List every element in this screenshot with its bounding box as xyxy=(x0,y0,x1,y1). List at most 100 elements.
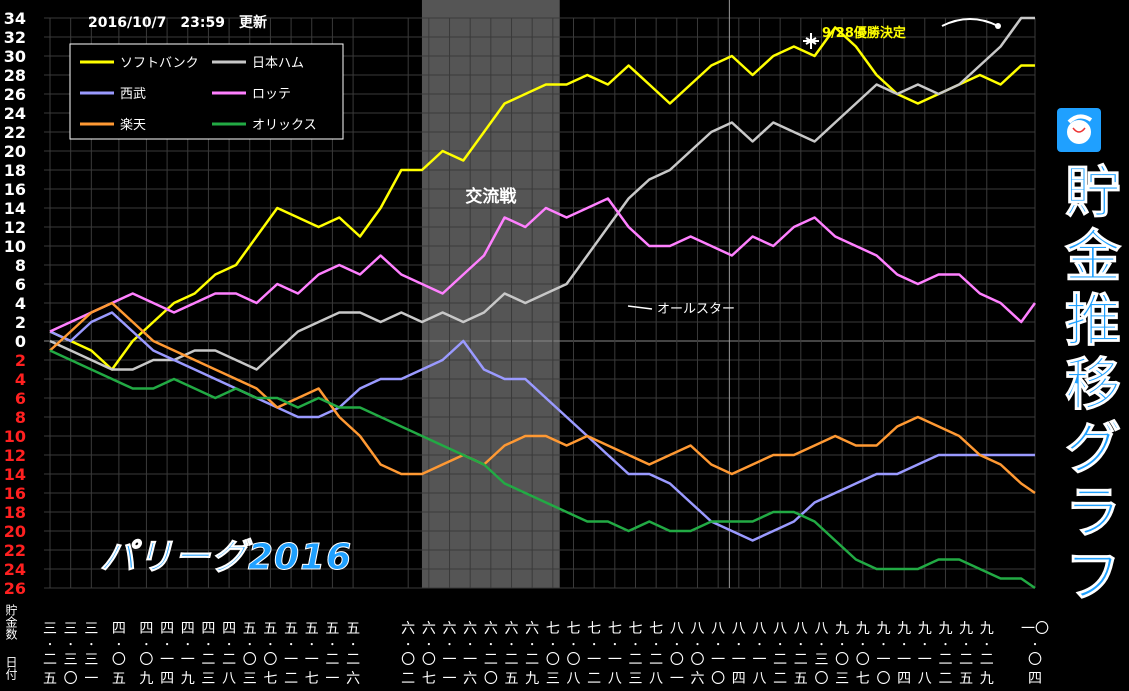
x-tick-label: 四・二八 xyxy=(222,621,236,687)
x-axis-title-text: 日付 xyxy=(4,656,18,680)
x-tick-part: 八 xyxy=(566,671,580,687)
x-tick-part: 九 xyxy=(181,671,195,687)
x-tick-label: 七・二八 xyxy=(649,621,663,687)
x-tick-label: 八・一八 xyxy=(752,621,766,687)
x-tick-label: 六・二五 xyxy=(505,621,519,687)
series-line-6 xyxy=(49,349,1036,590)
x-tick-label: 九・一〇 xyxy=(876,621,890,687)
x-tick-label: 七・一八 xyxy=(608,621,622,687)
y-tick-label: 14 xyxy=(4,465,26,484)
x-tick-part: ・ xyxy=(713,640,723,651)
x-tick-part: ・ xyxy=(307,640,317,651)
x-tick-part: 四 xyxy=(160,621,174,637)
x-tick-part: ・ xyxy=(114,640,124,651)
x-tick-part: 七 xyxy=(422,671,436,687)
y-tick-label: 14 xyxy=(4,199,26,218)
x-tick-part: 二 xyxy=(587,671,601,687)
x-tick-label: 八・〇一 xyxy=(670,621,684,687)
x-tick-part: 八 xyxy=(752,671,766,687)
x-tick-part: 九 xyxy=(938,621,952,637)
x-tick-label: 五・〇七 xyxy=(263,621,277,687)
x-tick-part: 八 xyxy=(222,671,236,687)
x-tick-label: 四・一四 xyxy=(160,621,174,687)
x-tick-part: 九 xyxy=(980,621,994,637)
x-tick-part: ・ xyxy=(162,640,172,651)
x-tick-part: ・ xyxy=(920,640,930,651)
legend-label: 楽天 xyxy=(120,117,146,133)
x-tick-part: 六 xyxy=(443,621,457,637)
x-tick-part: 五 xyxy=(284,621,298,637)
x-tick-part: 〇 xyxy=(566,652,580,668)
y-tick-label: 26 xyxy=(4,579,26,598)
x-tick-label: 五・一七 xyxy=(305,621,319,687)
y-tick-label: 12 xyxy=(4,218,26,237)
x-tick-part: 四 xyxy=(201,621,215,637)
y-tick-label: 4 xyxy=(15,294,26,313)
x-tick-part: 三 xyxy=(835,671,849,687)
y-tick-label: 0 xyxy=(15,332,26,351)
x-tick-part: ・ xyxy=(899,640,909,651)
clinch-arrow xyxy=(941,18,999,27)
x-tick-part: ・ xyxy=(203,640,213,651)
x-tick-part: 三 xyxy=(84,652,98,668)
x-tick-part: ・ xyxy=(141,640,151,651)
x-tick-part: 七 xyxy=(587,621,601,637)
x-tick-part: ・ xyxy=(465,640,475,651)
y-tick-label: 2 xyxy=(15,313,26,332)
x-tick-part: 九 xyxy=(980,671,994,687)
x-tick-label: 九・二九 xyxy=(980,621,994,687)
x-tick-part: ・ xyxy=(610,640,620,651)
y-axis-title: 貯金数 xyxy=(2,604,20,643)
x-tick-label: 七・二三 xyxy=(628,621,642,687)
x-tick-part: 一 xyxy=(608,652,622,668)
x-tick-part: 九 xyxy=(139,671,153,687)
x-tick-part: 二 xyxy=(980,652,994,668)
x-tick-part: 五 xyxy=(959,671,973,687)
x-tick-part: ・ xyxy=(348,640,358,651)
series-line-1 xyxy=(49,26,1035,371)
x-tick-part: 〇 xyxy=(814,671,828,687)
x-tick-part: 一 xyxy=(181,652,195,668)
x-tick-part: 五 xyxy=(794,671,808,687)
x-tick-label: 九・一四 xyxy=(897,621,911,687)
x-tick-label: 六・二九 xyxy=(525,621,539,687)
x-tick-part: 一 xyxy=(443,671,457,687)
x-tick-label: 六・一一 xyxy=(443,621,457,687)
sparkle-icon xyxy=(803,33,819,49)
x-tick-label: 五・一二 xyxy=(284,621,298,687)
x-tick-part: 五 xyxy=(505,671,519,687)
x-tick-part: 〇 xyxy=(546,652,560,668)
x-tick-part: ・ xyxy=(568,640,578,651)
x-tick-label: 三・三一 xyxy=(84,621,98,687)
x-tick-part: 六 xyxy=(401,621,415,637)
y-tick-label: 12 xyxy=(4,446,26,465)
x-tick-part: 一 xyxy=(284,652,298,668)
x-tick-part: ・ xyxy=(1030,640,1040,651)
y-tick-label: 22 xyxy=(4,541,26,560)
x-tick-label: 九・二五 xyxy=(959,621,973,687)
allstar-arrow xyxy=(627,305,653,310)
x-tick-label: 八・二二 xyxy=(773,621,787,687)
x-tick-part: ・ xyxy=(961,640,971,651)
x-tick-label: 七・〇八 xyxy=(566,621,580,687)
x-tick-label: 四・〇五 xyxy=(112,621,126,687)
x-tick-part: 三 xyxy=(64,652,78,668)
x-tick-part: ・ xyxy=(548,640,558,651)
x-tick-part: 四 xyxy=(222,621,236,637)
x-tick-part: ・ xyxy=(796,640,806,651)
clinch-label: 9/28優勝決定 xyxy=(822,25,906,41)
y-tick-label: 8 xyxy=(15,256,26,275)
x-tick-part: 六 xyxy=(463,621,477,637)
x-tick-part: 〇 xyxy=(484,671,498,687)
x-tick-label: 九・二二 xyxy=(938,621,952,687)
series-line-5 xyxy=(49,301,1036,495)
x-tick-part: 八 xyxy=(711,621,725,637)
x-tick-part: 二 xyxy=(794,652,808,668)
x-tick-label: 三・三〇 xyxy=(64,621,78,687)
x-tick-part: 九 xyxy=(856,621,870,637)
y-tick-label: 20 xyxy=(4,142,26,161)
x-tick-part: ・ xyxy=(445,640,455,651)
x-tick-part: 二 xyxy=(649,652,663,668)
